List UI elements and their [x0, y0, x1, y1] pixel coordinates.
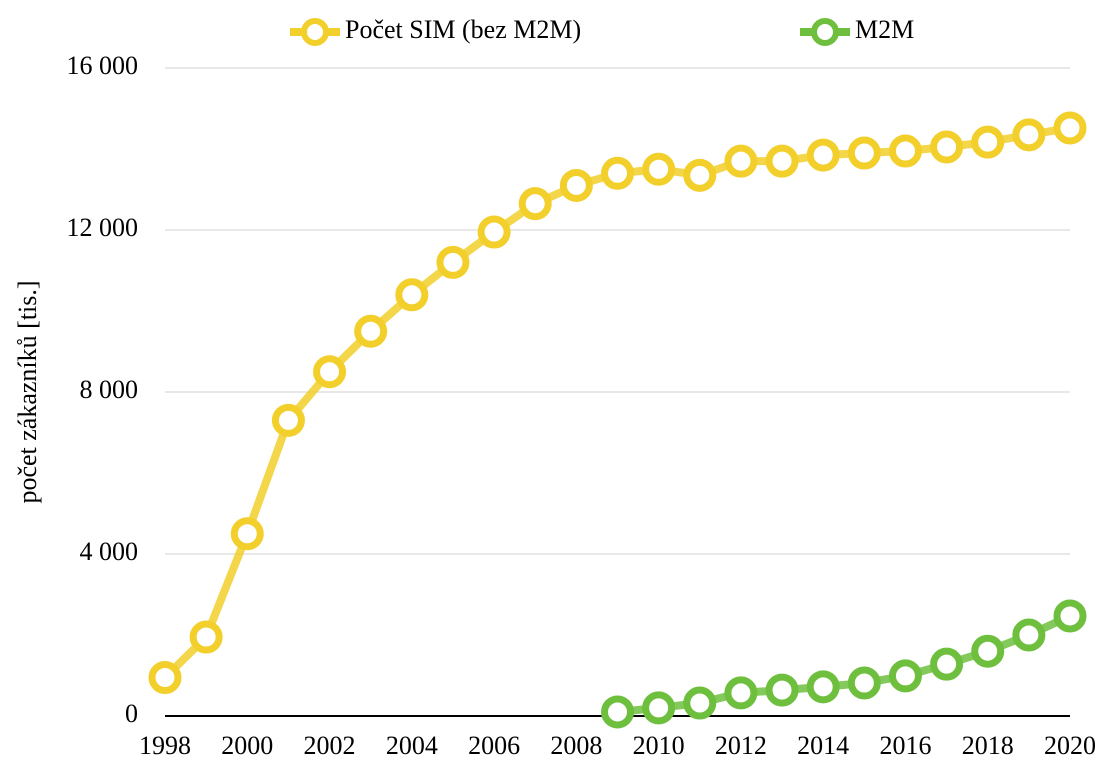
data-point [724, 144, 758, 178]
data-point [189, 620, 223, 654]
y-tick-label: 16 000 [67, 51, 139, 80]
y-tick-label: 8 000 [80, 375, 139, 404]
data-point [888, 134, 922, 168]
data-point [806, 138, 840, 172]
data-point [436, 245, 470, 279]
data-point [559, 168, 593, 202]
y-tick-label: 0 [125, 699, 138, 728]
data-point [601, 156, 634, 190]
data-point [765, 673, 799, 707]
data-point [395, 278, 429, 312]
legend-label: M2M [855, 15, 914, 44]
data-point [724, 676, 758, 710]
x-tick-label: 2004 [386, 731, 438, 760]
data-point [847, 136, 881, 170]
data-point [930, 130, 964, 164]
data-point [518, 187, 552, 221]
data-point [1053, 111, 1087, 145]
data-point [683, 686, 717, 720]
series-line [162, 123, 1071, 681]
data-point [765, 144, 799, 178]
x-tick-label: 2014 [797, 731, 849, 760]
x-tick-label: 2010 [633, 731, 685, 760]
data-point [642, 691, 676, 725]
x-tick-label: 2000 [221, 731, 273, 760]
legend-marker [301, 18, 329, 46]
data-point [313, 355, 347, 389]
y-axis-label: počet zákazníků [tis.] [13, 280, 42, 503]
y-tick-label: 4 000 [80, 537, 139, 566]
data-point [230, 517, 264, 551]
x-tick-label: 2016 [879, 731, 931, 760]
data-point [847, 666, 881, 700]
data-point [477, 215, 511, 249]
data-point [683, 158, 717, 192]
data-point [930, 647, 964, 681]
data-point [642, 152, 676, 186]
data-point [806, 670, 840, 704]
data-point [354, 314, 388, 348]
data-point [971, 634, 1005, 668]
x-tick-label: 2012 [715, 731, 767, 760]
data-point [601, 695, 634, 729]
data-point [1012, 118, 1046, 152]
x-tick-label: 2008 [550, 731, 602, 760]
data-point [148, 661, 182, 695]
x-tick-label: 2002 [304, 731, 356, 760]
data-point [971, 125, 1005, 159]
x-tick-label: 2006 [468, 731, 520, 760]
x-tick-label: 2020 [1044, 731, 1096, 760]
legend-label: Počet SIM (bez M2M) [345, 15, 581, 44]
x-tick-label: 1998 [139, 731, 191, 760]
x-tick-label: 2018 [962, 731, 1014, 760]
data-point [271, 403, 305, 437]
legend-marker [811, 18, 839, 46]
data-point [888, 659, 922, 693]
y-tick-label: 12 000 [67, 213, 139, 242]
data-point [1012, 618, 1046, 652]
data-point [1053, 599, 1087, 633]
